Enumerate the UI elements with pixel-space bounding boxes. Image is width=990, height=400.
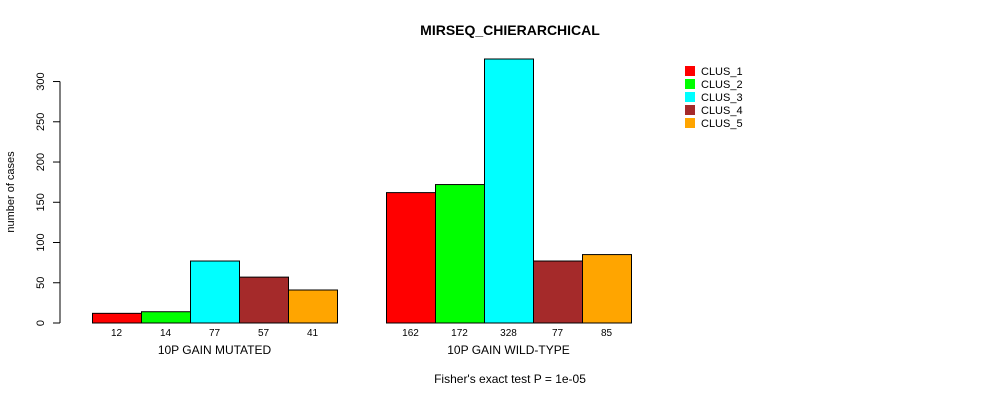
bar-clus-2-group-1 — [141, 311, 191, 324]
y-tick-label: 100 — [35, 233, 47, 251]
legend-label: CLUS_5 — [701, 118, 743, 130]
bar-clus-5-group-1 — [288, 289, 338, 324]
bar-clus-4-group-2 — [533, 260, 583, 324]
chart-title: MIRSEQ_CHIERARCHICAL — [420, 22, 600, 38]
bar-clus-1-group-2 — [386, 192, 436, 324]
bar-value-label: 162 — [402, 328, 419, 339]
y-axis: 0 50 100 150 200 250 300 — [35, 72, 61, 326]
legend-swatch — [685, 66, 695, 76]
y-tick-label: 200 — [35, 153, 47, 171]
group-labels: 10P GAIN MUTATED 10P GAIN WILD-TYPE — [158, 343, 570, 357]
y-tick-label: 300 — [35, 72, 47, 90]
bar-clus-4-group-1 — [239, 276, 289, 324]
bar-value-label: 14 — [160, 328, 172, 339]
legend-label: CLUS_4 — [701, 105, 743, 117]
y-tick-label: 0 — [35, 320, 47, 326]
legend-swatch — [685, 79, 695, 89]
bar-clus-3-group-2 — [484, 58, 534, 324]
bar-value-label: 77 — [209, 328, 221, 339]
legend-swatch — [685, 105, 695, 115]
bar-clus-2-group-2 — [435, 184, 485, 324]
bar-value-label: 12 — [111, 328, 123, 339]
bar-clus-1-group-1 — [92, 312, 142, 324]
bar-clus-3-group-1 — [190, 260, 240, 324]
bar-value-label: 85 — [601, 328, 613, 339]
y-tick-label: 150 — [35, 193, 47, 211]
group-label-2: 10P GAIN WILD-TYPE — [447, 343, 569, 357]
bar-value-label: 172 — [451, 328, 468, 339]
bar-value-label: 41 — [307, 328, 319, 339]
legend-label: CLUS_1 — [701, 66, 743, 78]
bar-value-label: 328 — [500, 328, 517, 339]
fisher-test-caption: Fisher's exact test P = 1e-05 — [434, 372, 586, 386]
legend-label: CLUS_2 — [701, 79, 743, 91]
bar-value-label: 77 — [552, 328, 564, 339]
y-axis-label: number of cases — [5, 151, 17, 233]
bar-value-label: 57 — [258, 328, 270, 339]
y-tick-label: 250 — [35, 113, 47, 131]
legend-label: CLUS_3 — [701, 92, 743, 104]
bars-group — [92, 58, 632, 324]
legend-swatch — [685, 92, 695, 102]
bar-clus-5-group-2 — [582, 254, 632, 324]
bar-value-labels: 12 14 77 57 41 162 172 328 77 85 — [111, 328, 613, 339]
legend-swatch — [685, 118, 695, 128]
group-label-1: 10P GAIN MUTATED — [158, 343, 272, 357]
y-tick-label: 50 — [35, 277, 47, 289]
